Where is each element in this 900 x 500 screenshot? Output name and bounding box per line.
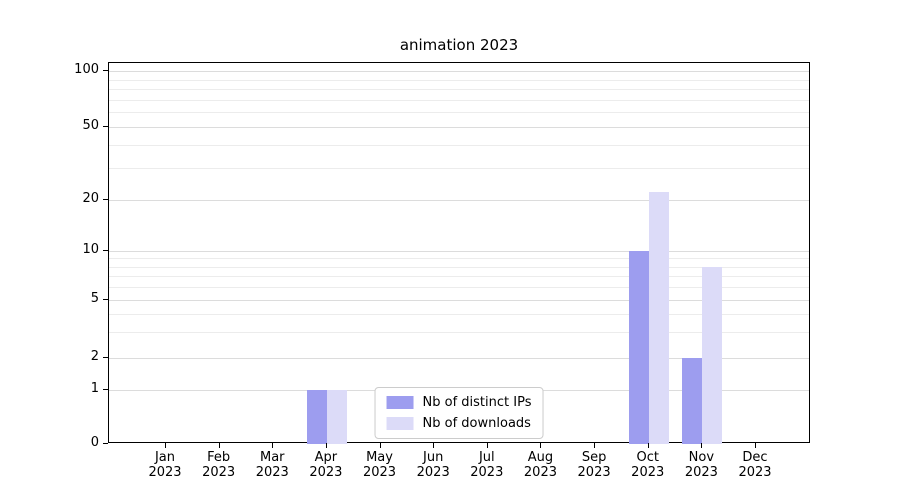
major-gridline	[109, 200, 809, 201]
x-tick-year: 2023	[523, 465, 557, 480]
x-tick-year: 2023	[202, 465, 236, 480]
y-tick-label: 5	[90, 291, 99, 306]
y-tick-label: 50	[82, 118, 99, 133]
x-tick-year: 2023	[416, 465, 450, 480]
x-tick-year: 2023	[309, 465, 343, 480]
x-tick-label: Jul 2023	[459, 450, 515, 480]
chart-title: animation 2023	[399, 36, 519, 54]
legend-swatch	[386, 396, 414, 409]
y-tick-mark	[103, 199, 108, 200]
legend-entry: Nb of distinct IPs	[386, 395, 532, 410]
x-tick-month: Apr	[314, 450, 338, 465]
minor-gridline	[109, 287, 809, 289]
bar-downloads	[648, 192, 669, 444]
minor-gridline	[109, 79, 809, 81]
x-tick-label: May 2023	[352, 450, 408, 480]
y-tick-mark	[103, 250, 108, 251]
minor-gridline	[109, 314, 809, 316]
bar-distinct-ips	[306, 390, 327, 444]
x-tick-month: Jan	[154, 450, 176, 465]
x-tick-label: Nov 2023	[673, 450, 729, 480]
x-tick-mark	[647, 443, 649, 448]
bar-downloads	[702, 266, 723, 444]
x-tick-month: Nov	[688, 450, 715, 465]
x-tick-year: 2023	[362, 465, 397, 480]
x-tick-label: Dec 2023	[727, 450, 783, 480]
x-tick-year: 2023	[577, 465, 611, 480]
x-tick-month: Mar	[260, 450, 285, 465]
x-tick-label: Jan 2023	[137, 450, 193, 480]
x-tick-year: 2023	[738, 465, 772, 480]
x-tick-label: Oct 2023	[620, 450, 676, 480]
y-tick-label: 2	[90, 349, 99, 364]
x-tick-mark	[594, 443, 596, 448]
legend-label: Nb of distinct IPs	[422, 395, 532, 410]
y-tick-mark	[103, 70, 108, 71]
minor-gridline	[109, 144, 809, 146]
x-tick-mark	[325, 443, 327, 448]
x-tick-year: 2023	[684, 465, 718, 480]
minor-gridline	[109, 99, 809, 101]
x-tick-mark	[540, 443, 542, 448]
x-tick-year: 2023	[255, 465, 289, 480]
major-gridline	[109, 358, 809, 359]
x-tick-mark	[701, 443, 703, 448]
bar-distinct-ips	[628, 251, 649, 444]
x-tick-mark	[433, 443, 435, 448]
y-tick-mark	[103, 126, 108, 127]
x-tick-month: Aug	[527, 450, 554, 465]
x-tick-year: 2023	[470, 465, 504, 480]
major-gridline	[109, 300, 809, 301]
legend-entry: Nb of downloads	[386, 416, 532, 431]
x-tick-month: Feb	[207, 450, 231, 465]
legend-swatch	[386, 417, 414, 430]
plot-area: Nb of distinct IPs Nb of downloads	[108, 62, 810, 444]
major-gridline	[109, 71, 809, 72]
y-tick-label: 100	[74, 62, 99, 77]
y-tick-label: 20	[82, 191, 99, 206]
minor-gridline	[109, 167, 809, 169]
minor-gridline	[109, 89, 809, 91]
x-tick-label: Jun 2023	[405, 450, 461, 480]
x-tick-month: Sep	[581, 450, 607, 465]
x-tick-month: Jul	[478, 450, 495, 465]
y-tick-label: 0	[90, 435, 99, 450]
x-tick-label: Mar 2023	[244, 450, 300, 480]
minor-gridline	[109, 332, 809, 334]
y-tick-label: 10	[82, 242, 99, 257]
legend: Nb of distinct IPs Nb of downloads	[374, 387, 544, 439]
x-tick-mark	[379, 443, 381, 448]
x-tick-month: May	[366, 450, 393, 465]
x-tick-label: Apr 2023	[298, 450, 354, 480]
bar-downloads	[326, 390, 347, 444]
x-tick-label: Feb 2023	[191, 450, 247, 480]
x-tick-month: Jun	[423, 450, 444, 465]
x-tick-mark	[218, 443, 220, 448]
y-tick-mark	[103, 357, 108, 358]
major-gridline	[109, 251, 809, 252]
y-tick-mark	[103, 299, 108, 300]
y-tick-mark	[103, 389, 108, 390]
x-tick-month: Oct	[636, 450, 659, 465]
minor-gridline	[109, 112, 809, 114]
x-tick-mark	[165, 443, 166, 448]
x-tick-year: 2023	[631, 465, 665, 480]
x-tick-month: Dec	[742, 450, 768, 465]
x-tick-label: Sep 2023	[566, 450, 622, 480]
minor-gridline	[109, 276, 809, 278]
minor-gridline	[109, 266, 809, 268]
y-tick-label: 1	[90, 381, 99, 396]
y-tick-mark	[103, 443, 108, 444]
x-tick-mark	[486, 443, 488, 448]
bar-distinct-ips	[682, 358, 703, 444]
major-gridline	[109, 127, 809, 128]
legend-label: Nb of downloads	[422, 416, 531, 431]
x-tick-year: 2023	[148, 465, 182, 480]
minor-gridline	[109, 258, 809, 260]
x-tick-mark	[755, 443, 756, 448]
x-tick-mark	[272, 443, 274, 448]
x-tick-label: Aug 2023	[512, 450, 568, 480]
